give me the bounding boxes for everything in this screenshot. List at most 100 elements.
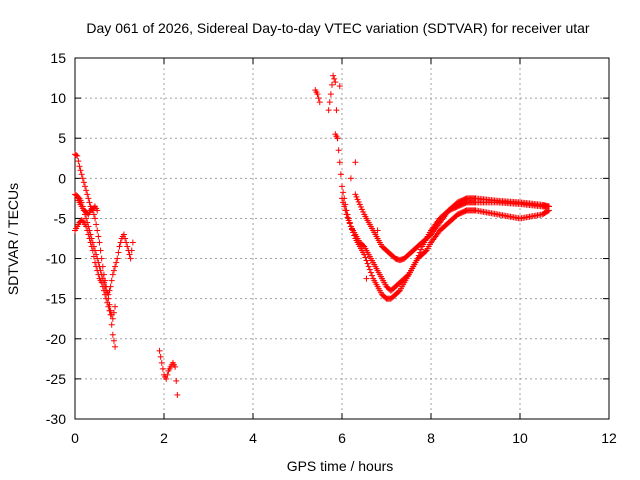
data-point — [96, 239, 103, 246]
data-point — [346, 220, 353, 227]
data-point — [80, 179, 87, 186]
data-point — [88, 243, 95, 250]
data-point — [315, 95, 322, 102]
y-tick-label: 10 — [50, 90, 66, 106]
data-point — [112, 303, 119, 310]
x-tick-label: 6 — [338, 430, 346, 446]
data-point — [110, 267, 117, 274]
data-point — [415, 252, 422, 259]
data-point — [126, 251, 133, 258]
data-point — [341, 203, 348, 210]
data-point — [362, 254, 369, 261]
data-point — [156, 347, 163, 354]
data-point — [347, 175, 354, 182]
data-point — [83, 215, 90, 222]
data-point — [76, 163, 83, 170]
data-point — [123, 239, 130, 246]
data-point — [163, 375, 170, 382]
data-point — [355, 198, 362, 205]
data-point — [90, 253, 97, 260]
data-point — [129, 239, 136, 246]
data-point — [85, 231, 92, 238]
data-point — [158, 359, 165, 366]
data-point — [110, 337, 117, 344]
data-point — [360, 242, 367, 249]
data-point — [367, 269, 374, 276]
data-point — [333, 107, 340, 114]
data-point — [417, 246, 424, 253]
data-point — [157, 353, 164, 360]
y-tick-label: -20 — [46, 331, 66, 347]
data-point — [84, 191, 91, 198]
data-point — [106, 287, 113, 294]
data-point — [87, 239, 94, 246]
data-point — [366, 266, 373, 273]
data-point — [104, 299, 111, 306]
data-point — [95, 233, 102, 240]
data-point — [332, 79, 339, 86]
data-point — [86, 235, 93, 242]
x-tick-label: 0 — [71, 430, 79, 446]
y-tick-label: 0 — [58, 170, 66, 186]
data-point — [109, 315, 116, 322]
y-axis-label: SDTVAR / TECUs — [5, 183, 21, 295]
data-point — [124, 243, 131, 250]
data-point — [369, 272, 376, 279]
data-point — [110, 309, 117, 316]
x-tick-label: 8 — [427, 430, 435, 446]
data-point — [109, 331, 116, 338]
data-point — [352, 191, 359, 198]
data-point — [83, 223, 90, 230]
data-point — [128, 247, 135, 254]
data-point — [345, 217, 352, 224]
data-point — [94, 267, 101, 274]
data-point — [94, 207, 101, 214]
data-point — [365, 263, 372, 270]
y-tick-label: -30 — [46, 411, 66, 427]
data-point — [77, 167, 84, 174]
data-point — [340, 189, 347, 196]
y-tick-label: 5 — [58, 130, 66, 146]
data-point — [330, 72, 337, 79]
data-point — [94, 227, 101, 234]
data-point — [112, 343, 119, 350]
data-point — [108, 321, 115, 328]
data-point — [100, 287, 107, 294]
data-point — [352, 159, 359, 166]
data-point — [360, 208, 367, 215]
data-point — [98, 279, 105, 286]
data-point — [122, 235, 129, 242]
data-point — [103, 295, 110, 302]
axes — [74, 57, 610, 420]
data-point — [78, 171, 85, 178]
data-point — [343, 211, 350, 218]
data-point — [331, 75, 338, 82]
data-point — [99, 283, 106, 290]
data-point — [357, 203, 364, 210]
data-point — [79, 218, 86, 225]
data-point — [325, 107, 332, 114]
data-point — [92, 259, 99, 266]
data-point — [93, 221, 100, 228]
data-point — [114, 255, 121, 262]
data-point — [416, 249, 423, 256]
y-tick-label: 15 — [50, 50, 66, 66]
data-point — [339, 183, 345, 190]
data-point — [73, 152, 80, 159]
y-tick-label: -25 — [46, 371, 66, 387]
x-tick-label: 4 — [249, 430, 257, 446]
data-point — [339, 195, 345, 202]
y-tick-label: -10 — [46, 251, 66, 267]
y-tick-label: -15 — [46, 291, 66, 307]
x-axis-label: GPS time / hours — [287, 458, 394, 474]
data-point — [342, 207, 349, 214]
x-tick-label: 12 — [601, 430, 617, 446]
data-point — [84, 227, 91, 234]
data-point — [117, 239, 124, 246]
data-point — [336, 159, 343, 166]
data-point — [102, 291, 109, 298]
y-tick-label: -5 — [54, 210, 67, 226]
data-point — [326, 99, 333, 106]
x-tick-label: 2 — [160, 430, 168, 446]
data-point — [316, 99, 323, 106]
